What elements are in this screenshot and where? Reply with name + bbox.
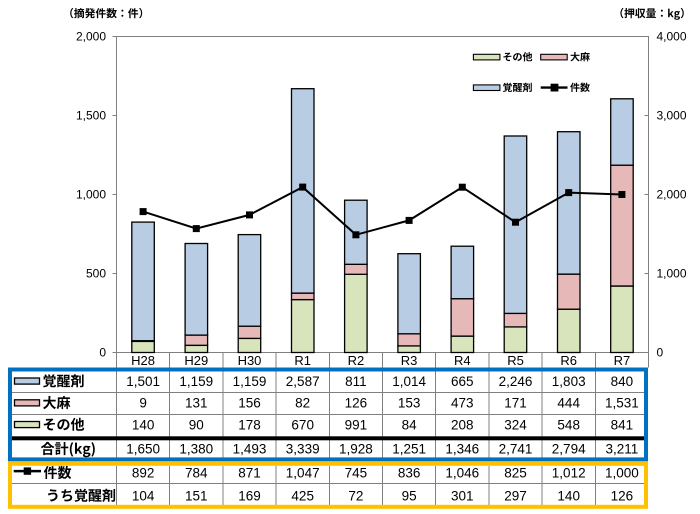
svg-text:825: 825: [504, 466, 527, 481]
svg-text:82: 82: [295, 396, 310, 411]
svg-text:R6: R6: [560, 353, 577, 368]
svg-text:473: 473: [451, 396, 474, 411]
svg-text:2,000: 2,000: [76, 30, 106, 44]
svg-text:126: 126: [611, 488, 634, 503]
svg-text:841: 841: [611, 417, 634, 432]
svg-text:836: 836: [398, 466, 421, 481]
svg-text:153: 153: [398, 396, 421, 411]
svg-text:745: 745: [345, 466, 368, 481]
svg-text:R7: R7: [614, 353, 631, 368]
svg-text:151: 151: [185, 488, 208, 503]
svg-text:301: 301: [451, 488, 474, 503]
svg-text:H29: H29: [184, 353, 208, 368]
svg-text:444: 444: [557, 396, 580, 411]
svg-text:3,339: 3,339: [286, 442, 320, 457]
svg-text:1,000: 1,000: [605, 466, 639, 481]
svg-text:1,380: 1,380: [179, 442, 213, 457]
svg-text:1,000: 1,000: [76, 188, 106, 202]
svg-text:R3: R3: [401, 353, 418, 368]
svg-text:811: 811: [345, 374, 367, 389]
svg-text:1,928: 1,928: [339, 442, 373, 457]
svg-text:1,000: 1,000: [657, 267, 687, 281]
svg-text:2,741: 2,741: [499, 442, 533, 457]
svg-text:R1: R1: [294, 353, 311, 368]
svg-text:670: 670: [291, 417, 314, 432]
svg-text:84: 84: [402, 417, 418, 432]
svg-text:208: 208: [451, 417, 474, 432]
svg-text:9: 9: [139, 396, 147, 411]
svg-text:3,211: 3,211: [606, 442, 639, 457]
svg-text:178: 178: [238, 417, 261, 432]
svg-text:1,493: 1,493: [233, 442, 267, 457]
svg-text:131: 131: [185, 396, 208, 411]
svg-text:R4: R4: [454, 353, 471, 368]
svg-text:R2: R2: [348, 353, 365, 368]
svg-text:0: 0: [99, 346, 106, 360]
svg-text:2,587: 2,587: [286, 374, 320, 389]
svg-text:95: 95: [402, 488, 417, 503]
svg-text:140: 140: [557, 488, 580, 503]
svg-text:2,000: 2,000: [657, 188, 687, 202]
svg-text:1,531: 1,531: [605, 396, 639, 411]
svg-text:104: 104: [132, 488, 155, 503]
svg-text:991: 991: [345, 417, 368, 432]
svg-text:126: 126: [345, 396, 368, 411]
svg-text:3,000: 3,000: [657, 109, 687, 123]
svg-text:1,650: 1,650: [126, 442, 160, 457]
svg-text:1,251: 1,251: [392, 442, 426, 457]
svg-text:156: 156: [238, 396, 261, 411]
svg-text:665: 665: [451, 374, 474, 389]
svg-text:297: 297: [504, 488, 527, 503]
svg-text:784: 784: [185, 466, 208, 481]
svg-text:1,500: 1,500: [76, 109, 106, 123]
svg-text:871: 871: [238, 466, 261, 481]
svg-text:548: 548: [557, 417, 580, 432]
svg-text:1,014: 1,014: [392, 374, 426, 389]
svg-text:324: 324: [504, 417, 527, 432]
svg-text:0: 0: [657, 346, 664, 360]
svg-text:90: 90: [189, 417, 204, 432]
svg-text:H30: H30: [238, 353, 262, 368]
svg-text:892: 892: [132, 466, 155, 481]
svg-text:4,000: 4,000: [657, 30, 687, 44]
svg-text:1,803: 1,803: [552, 374, 586, 389]
svg-text:500: 500: [86, 267, 106, 281]
svg-text:140: 140: [132, 417, 155, 432]
svg-text:1,012: 1,012: [552, 466, 586, 481]
svg-text:72: 72: [348, 488, 363, 503]
svg-text:1,501: 1,501: [126, 374, 160, 389]
svg-text:1,159: 1,159: [179, 374, 213, 389]
svg-text:H28: H28: [131, 353, 155, 368]
svg-text:1,346: 1,346: [445, 442, 479, 457]
svg-text:1,047: 1,047: [286, 466, 320, 481]
svg-text:1,159: 1,159: [233, 374, 267, 389]
svg-text:840: 840: [611, 374, 634, 389]
svg-text:2,246: 2,246: [499, 374, 533, 389]
svg-text:171: 171: [504, 396, 527, 411]
svg-text:169: 169: [238, 488, 261, 503]
svg-text:2,794: 2,794: [552, 442, 586, 457]
svg-text:R5: R5: [507, 353, 524, 368]
svg-text:1,046: 1,046: [445, 466, 479, 481]
svg-text:425: 425: [291, 488, 314, 503]
